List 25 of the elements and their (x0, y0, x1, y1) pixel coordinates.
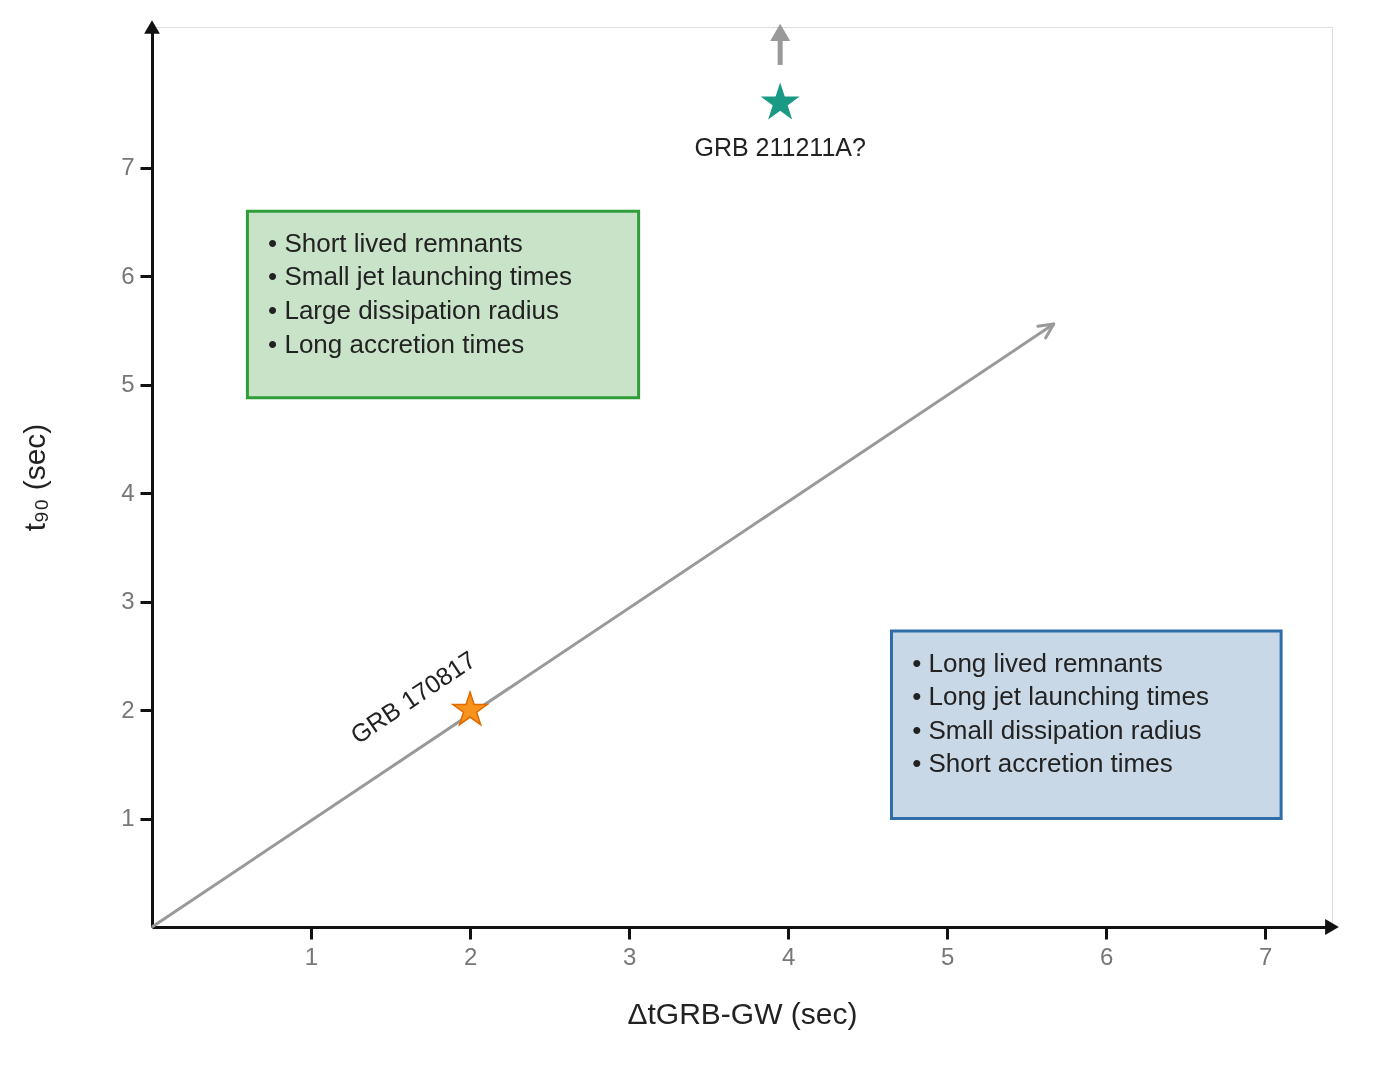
x-tick-label: 7 (1259, 942, 1273, 970)
x-tick-label: 4 (781, 942, 796, 970)
annotation: • Small dissipation radius (912, 714, 1202, 745)
x-tick-label: 6 (1100, 942, 1114, 970)
series-label: GRB 211211A? (694, 132, 866, 161)
x-tick-label: 1 (304, 942, 319, 970)
annotation: • Long jet launching times (912, 681, 1209, 712)
y-tick-label: 4 (121, 478, 135, 506)
y-tick-label: 7 (121, 153, 135, 181)
annotation: • Small jet launching times (268, 261, 572, 292)
y-tick-label: 2 (121, 695, 135, 723)
x-tick-label: 2 (463, 942, 478, 970)
annotation: • Short accretion times (912, 748, 1173, 779)
x-tick-label: 3 (622, 942, 637, 970)
annotation: • Large dissipation radius (268, 295, 560, 326)
y-tick-label: 3 (121, 587, 135, 615)
annotation: • Short lived remnants (268, 227, 523, 258)
annotation: • Long accretion times (268, 328, 525, 359)
y-axis-title: t₉₀ (sec) (18, 423, 52, 532)
x-tick-label: 5 (940, 942, 955, 970)
annotation: • Long lived remnants (912, 647, 1163, 678)
y-tick-label: 1 (121, 804, 135, 832)
y-tick-label: 5 (121, 370, 135, 398)
y-tick-label: 6 (121, 261, 135, 289)
x-axis-title: ΔtGRB-GW (sec) (627, 996, 858, 1030)
